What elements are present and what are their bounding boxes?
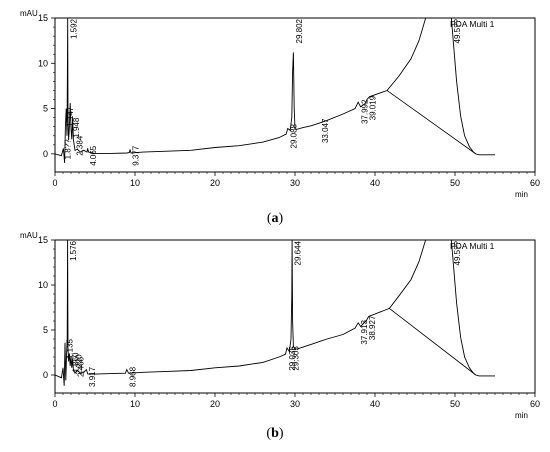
chart-panel-a: 0 5 10 15 0 10 20 30 40 50 60 mAU min PDA Multi 1 1.59… [20, 9, 540, 226]
x-tick-label: 10 [130, 178, 140, 188]
legend-label: PDA Multi 1 [450, 241, 495, 251]
x-tick-label: 10 [130, 399, 140, 409]
panel-caption: (b) [266, 426, 283, 441]
y-tick-label: 15 [38, 13, 48, 23]
panel-caption: (a) [267, 211, 284, 226]
peak-label: 9.377 [132, 145, 141, 166]
y-axis-unit: mAU [20, 9, 38, 18]
x-tick-label: 30 [290, 399, 300, 409]
peak-label: 49.5?? [453, 18, 462, 43]
x-tick-label: 30 [290, 178, 300, 188]
peak-label: 49.5?? [453, 240, 462, 265]
legend-label: PDA Multi 1 [450, 19, 495, 29]
chromatogram-trace [55, 18, 495, 163]
peak-label: 1.860 [71, 352, 80, 373]
peak-label: 2.384 [76, 135, 85, 156]
peak-label: 33.047 [321, 118, 330, 143]
x-axis-unit: min [515, 411, 528, 420]
peak-label: 1.147 [66, 106, 75, 127]
peak-label: 29.644 [294, 240, 303, 265]
x-tick-label: 60 [530, 399, 540, 409]
integration-baseline [389, 308, 477, 376]
y-tick-label: 10 [38, 58, 48, 68]
caption-open: ( [267, 211, 272, 226]
caption-close: ) [279, 426, 284, 441]
integration-baseline [386, 90, 477, 155]
peak-label: 37.913 [360, 320, 369, 345]
x-tick-label: 40 [370, 399, 380, 409]
peak-label: 38.927 [368, 315, 377, 340]
peak-label: 1.135 [66, 338, 75, 359]
x-tick-label: 0 [52, 399, 57, 409]
x-tick-label: 40 [370, 178, 380, 188]
y-tick-label: 0 [43, 149, 48, 159]
caption-letter: b [271, 426, 279, 441]
peak-label: 1.8?? [64, 139, 73, 160]
peak-label: 2.466 [76, 356, 85, 377]
peak-label: 1.948 [72, 117, 81, 138]
caption-open: ( [266, 426, 271, 441]
caption-letter: a [272, 211, 279, 226]
chromatogram-trace [55, 240, 495, 386]
y-tick-label: 0 [43, 370, 48, 380]
peak-label: 29.035 [288, 346, 297, 371]
y-tick-label: 10 [38, 280, 48, 290]
x-tick-label: 20 [210, 399, 220, 409]
x-tick-label: 50 [450, 399, 460, 409]
peak-label: 29.305 [291, 346, 300, 371]
y-tick-label: 5 [43, 104, 48, 114]
y-axis-unit: mAU [20, 231, 38, 240]
peak-label: 4.065 [89, 145, 98, 166]
x-tick-label: 0 [52, 178, 57, 188]
peak-label: 29.088 [289, 123, 298, 148]
caption-close: ) [279, 211, 284, 226]
y-tick-label: 5 [43, 325, 48, 335]
peak-label: 8.968 [128, 366, 137, 387]
peak-label: 29.802 [295, 18, 304, 43]
peak-label: 39.019 [369, 95, 378, 120]
x-tick-label: 20 [210, 178, 220, 188]
x-axis-unit: min [515, 190, 528, 199]
peak-label: 1.592 [69, 18, 78, 39]
peak-label: 1.576 [69, 240, 78, 261]
chart-panel-b: 0 5 10 15 0 10 20 30 40 50 60 mAU min PDA Multi 1 1.57… [20, 231, 540, 441]
peak-label: 3.917 [88, 366, 97, 387]
peak-label: 2.220 [74, 354, 83, 375]
x-tick-label: 60 [530, 178, 540, 188]
x-tick-label: 50 [450, 178, 460, 188]
peak-label: 37.992 [361, 99, 370, 124]
y-tick-label: 15 [38, 235, 48, 245]
